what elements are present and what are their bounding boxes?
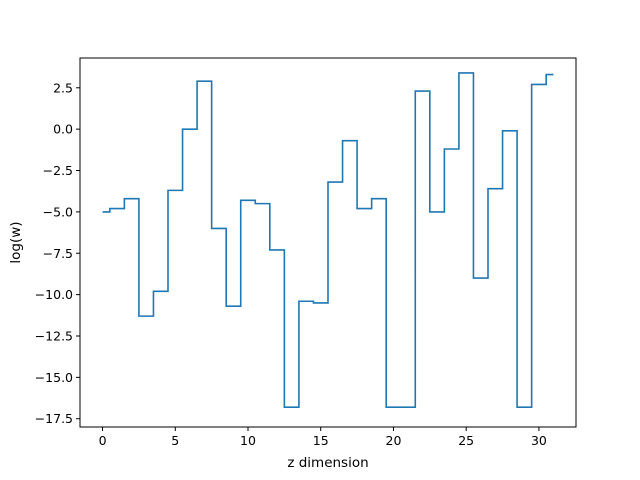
y-tick-label: −10.0 [35,287,73,302]
axes-frame [79,57,577,428]
plot-area [102,72,554,408]
y-tick-label: −5.0 [43,204,73,219]
y-tick-label: −7.5 [43,246,73,261]
y-tick-label: −17.5 [35,411,73,426]
x-tick-label: 15 [313,433,329,448]
x-tick-label: 20 [386,433,402,448]
x-tick-label: 30 [531,433,547,448]
y-tick-label: −15.0 [35,370,73,385]
y-tick-label: −2.5 [43,163,73,178]
x-axis-ticks: 0 5 10 15 20 25 30 [99,427,547,448]
x-tick-label: 0 [99,433,107,448]
x-axis-label: z dimension [287,455,368,471]
y-axis-label: log(w) [8,221,24,263]
y-tick-label: 2.5 [53,80,73,95]
x-tick-label: 25 [458,433,474,448]
x-tick-label: 10 [240,433,256,448]
y-tick-label: 0.0 [53,122,73,137]
y-axis-ticks: 2.5 0.0 −2.5 −5.0 −7.5 −10.0 −12.5 −15.0 −17.5 [35,80,80,426]
y-tick-label: −12.5 [35,328,73,343]
series-step-line [102,72,554,408]
x-tick-label: 5 [171,433,179,448]
